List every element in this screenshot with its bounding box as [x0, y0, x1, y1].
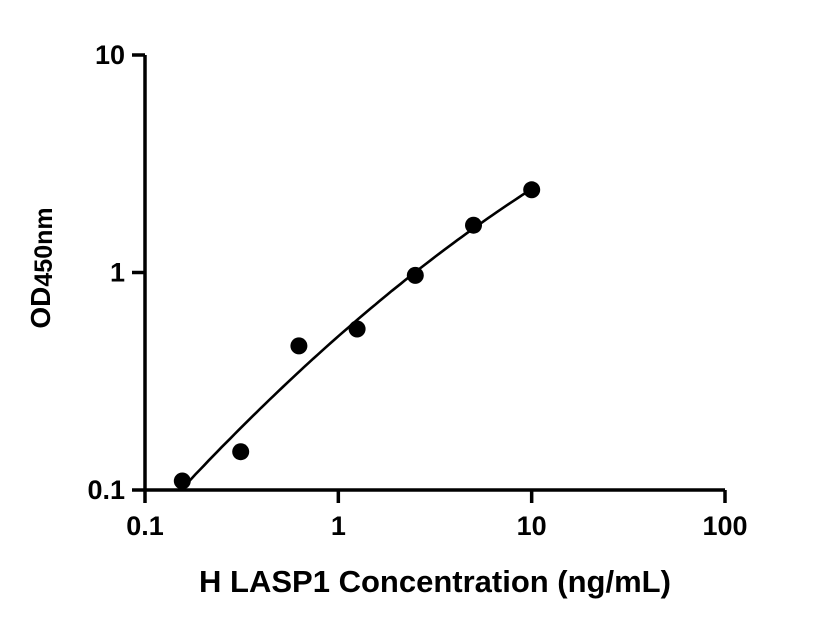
x-tick-label: 0.1: [126, 511, 164, 541]
x-tick-label: 1: [331, 511, 346, 541]
y-axis-label-sub: 450nm: [30, 207, 58, 286]
data-point: [465, 216, 482, 234]
data-point: [232, 443, 250, 461]
fit-curve: [181, 187, 533, 490]
x-tick-label: 100: [702, 511, 747, 541]
y-tick-label: 10: [95, 40, 125, 70]
y-axis-label: OD450nm: [25, 207, 58, 328]
y-tick-label: 1: [110, 258, 125, 288]
data-point: [523, 181, 541, 199]
plot-area: 0.1 1 10 100 0.1 1 10: [87, 40, 747, 541]
x-tick-label: 10: [517, 511, 547, 541]
data-point: [348, 320, 366, 338]
data-point: [406, 266, 424, 284]
data-point: [173, 472, 191, 490]
data-point: [290, 337, 308, 355]
y-tick-label: 0.1: [87, 475, 125, 505]
y-axis-label-main: OD: [25, 287, 56, 329]
x-axis-label: H LASP1 Concentration (ng/mL): [199, 564, 671, 599]
